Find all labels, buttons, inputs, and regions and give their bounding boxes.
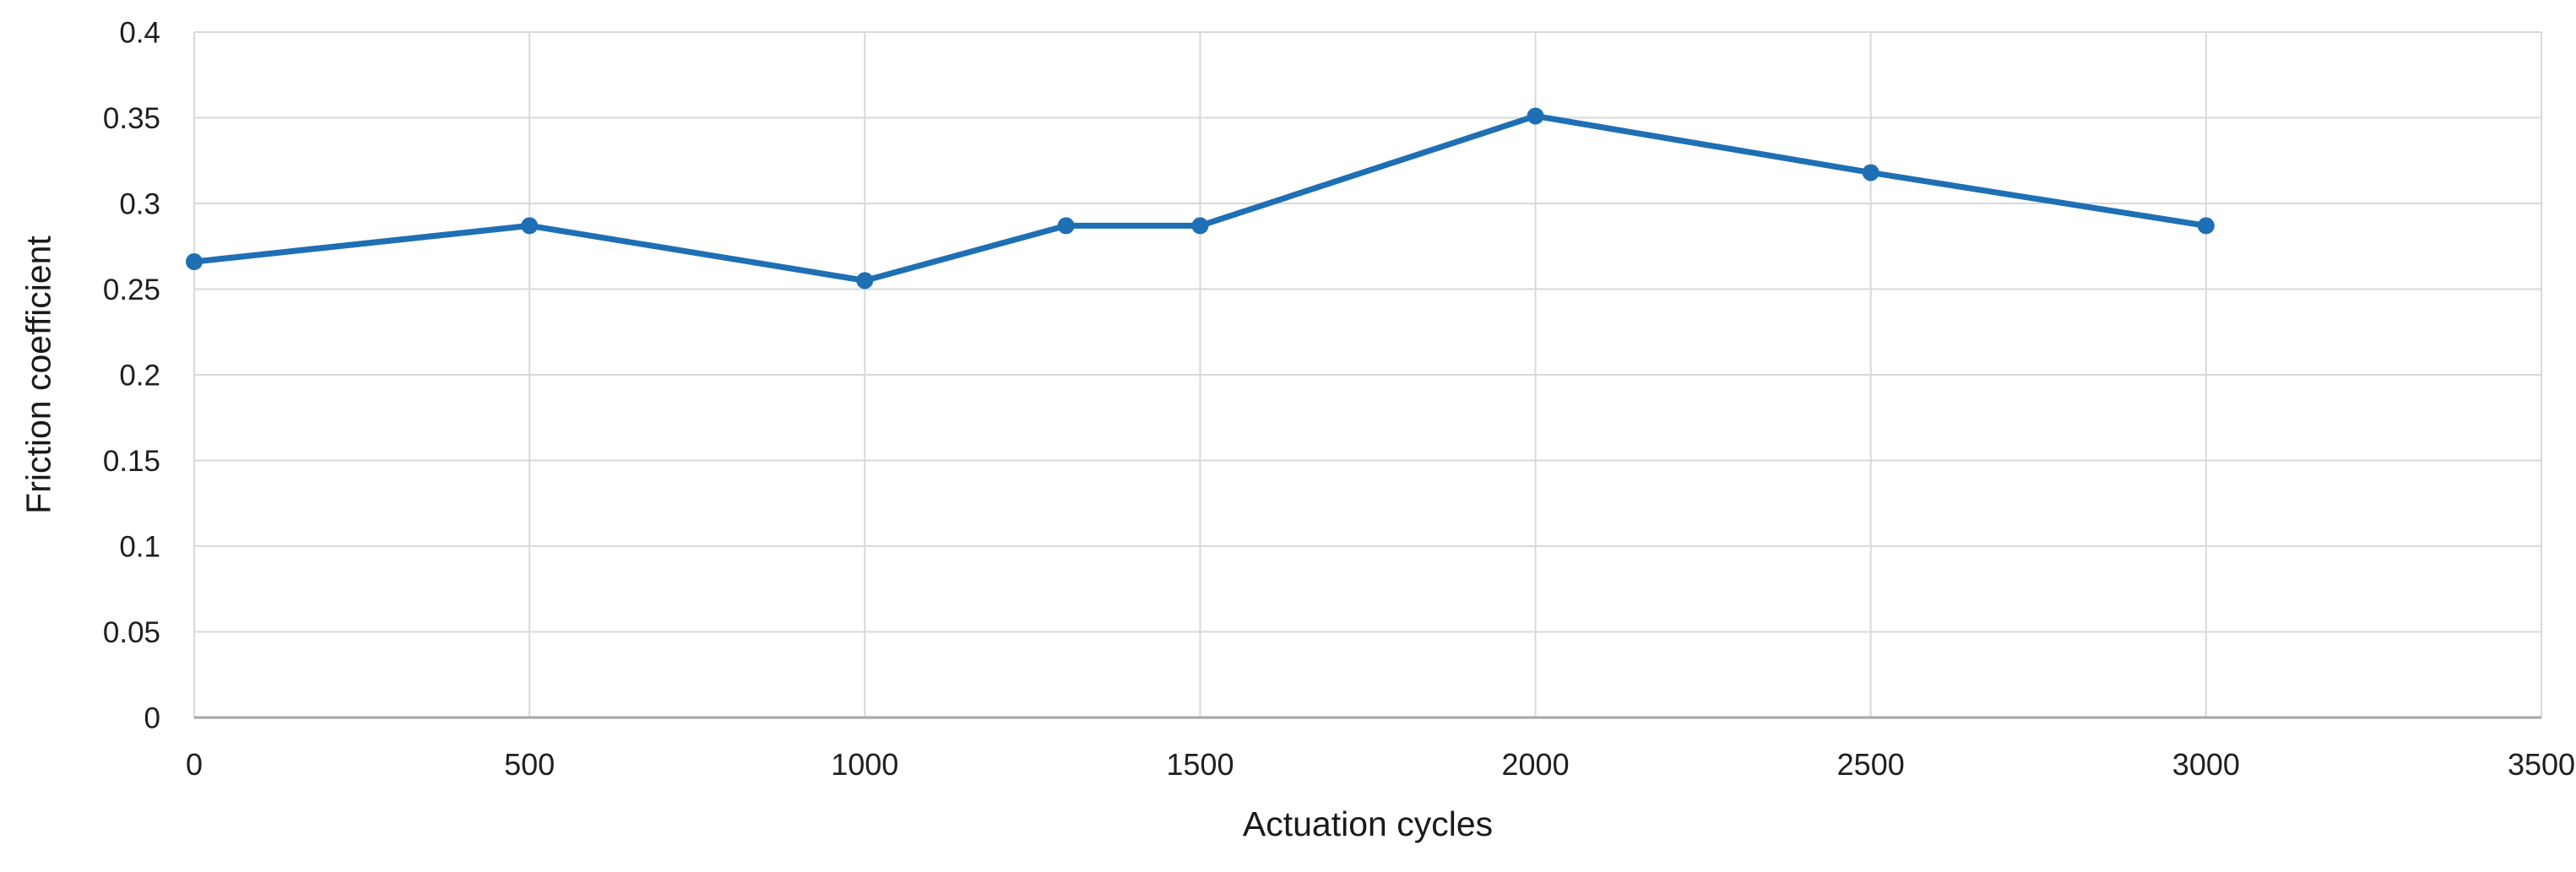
y-axis-title: Friction coefficient xyxy=(19,236,58,514)
y-tick-label: 0.25 xyxy=(103,274,160,306)
y-tick-label: 0.4 xyxy=(119,16,160,49)
x-axis-title: Actuation cycles xyxy=(1242,804,1494,843)
y-tick-label: 0.35 xyxy=(103,102,160,135)
x-tick-label: 500 xyxy=(504,747,555,782)
data-point xyxy=(521,217,539,235)
data-line xyxy=(191,112,2210,284)
x-tick-label: 1500 xyxy=(1166,747,1234,782)
data-point xyxy=(186,253,203,271)
y-tick-label: 0.05 xyxy=(103,616,160,649)
data-point xyxy=(1527,107,1544,125)
y-tick-label: 0.15 xyxy=(103,445,160,478)
data-point xyxy=(2197,217,2215,235)
x-tick-label: 3500 xyxy=(2508,747,2575,782)
x-tick-label: 0 xyxy=(186,747,203,782)
data-point xyxy=(1057,217,1075,235)
data-point xyxy=(856,272,874,290)
data-point xyxy=(1862,164,1879,181)
data-point xyxy=(1191,217,1209,235)
y-tick-label: 0.3 xyxy=(119,187,160,220)
x-tick-label: 2500 xyxy=(1837,747,1905,782)
y-tick-label: 0.2 xyxy=(119,359,160,392)
x-tick-label: 3000 xyxy=(2172,747,2240,782)
y-tick-label: 0.1 xyxy=(119,530,160,563)
x-tick-label: 2000 xyxy=(1502,747,1570,782)
y-tick-label: 0 xyxy=(144,701,160,734)
x-tick-label: 1000 xyxy=(831,747,898,782)
